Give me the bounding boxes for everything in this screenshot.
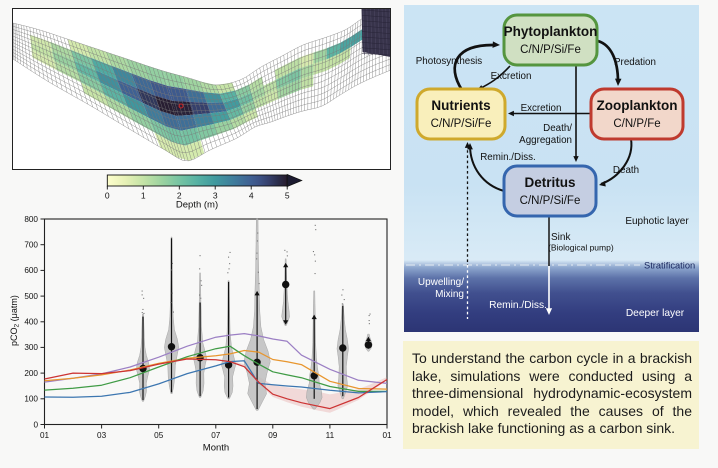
svg-text:Sink: Sink (551, 232, 571, 243)
svg-text:Aggregation: Aggregation (519, 135, 572, 146)
svg-text:0: 0 (105, 191, 110, 201)
svg-text:Upwelling/: Upwelling/ (418, 277, 464, 288)
svg-text:03: 03 (97, 431, 107, 440)
svg-text:Remin./Diss.: Remin./Diss. (489, 300, 547, 311)
svg-text:Month: Month (203, 443, 229, 454)
svg-text:C/N/P/Fe: C/N/P/Fe (613, 118, 660, 130)
svg-text:Euphotic layer: Euphotic layer (625, 216, 689, 227)
svg-text:Phytoplankton: Phytoplankton (504, 24, 598, 39)
svg-text:Mixing: Mixing (435, 289, 464, 300)
svg-text:Stratification: Stratification (644, 261, 695, 271)
svg-text:09: 09 (268, 431, 278, 440)
svg-text:3: 3 (213, 191, 218, 201)
svg-text:Predation: Predation (614, 57, 656, 68)
svg-text:5: 5 (285, 191, 290, 201)
svg-text:800: 800 (24, 215, 38, 224)
svg-text:Zooplankton: Zooplankton (597, 98, 678, 113)
svg-text:Remin./Diss.: Remin./Diss. (480, 152, 536, 163)
svg-text:0: 0 (33, 420, 38, 429)
svg-text:1: 1 (141, 191, 146, 201)
svg-text:400: 400 (24, 318, 38, 327)
svg-text:Death/: Death/ (543, 123, 572, 134)
svg-text:(Biological pump): (Biological pump) (548, 243, 614, 253)
svg-text:200: 200 (24, 369, 38, 378)
svg-text:2: 2 (177, 191, 182, 201)
svg-text:05: 05 (154, 431, 164, 440)
svg-text:Death: Death (613, 165, 639, 176)
svg-text:C/N/P/Si/Fe: C/N/P/Si/Fe (520, 195, 581, 207)
svg-text:Excretion: Excretion (491, 71, 532, 82)
svg-text:Excretion: Excretion (521, 103, 562, 114)
svg-text:300: 300 (24, 343, 38, 352)
svg-text:C/N/P/Si/Fe: C/N/P/Si/Fe (520, 44, 581, 56)
svg-text:600: 600 (24, 266, 38, 275)
svg-text:4: 4 (249, 191, 254, 201)
svg-text:11: 11 (326, 431, 335, 440)
svg-text:100: 100 (24, 395, 38, 404)
svg-text:Deeper layer: Deeper layer (626, 308, 685, 319)
svg-text:Photosynthesis: Photosynthesis (416, 56, 483, 67)
svg-text:700: 700 (24, 241, 38, 250)
svg-text:07: 07 (211, 431, 221, 440)
svg-text:01: 01 (382, 431, 392, 440)
svg-text:Depth (m): Depth (m) (176, 200, 218, 211)
svg-text:C/N/P/Si/Fe: C/N/P/Si/Fe (431, 118, 492, 130)
svg-text:500: 500 (24, 292, 38, 301)
svg-text:Nutrients: Nutrients (431, 98, 490, 113)
svg-text:01: 01 (40, 431, 50, 440)
svg-text:pCO2 (μatm): pCO2 (μatm) (9, 295, 21, 346)
svg-text:Detritus: Detritus (524, 175, 575, 190)
